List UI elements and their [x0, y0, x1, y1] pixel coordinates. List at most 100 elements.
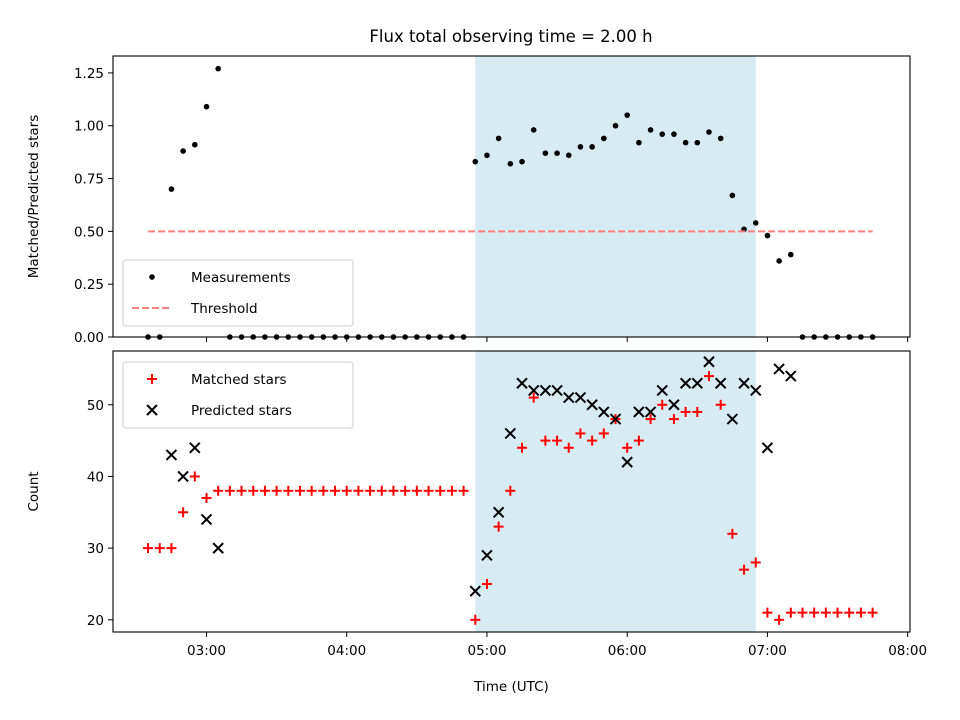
data-point: [215, 65, 221, 72]
data-point: [773, 363, 785, 375]
data-point: [341, 485, 352, 496]
data-point: [551, 384, 563, 397]
data-point: [609, 413, 622, 425]
data-point: [552, 435, 563, 446]
legend-box: [122, 361, 354, 429]
data-point: [668, 414, 679, 425]
data-point: [200, 513, 213, 526]
data-point: [633, 406, 645, 418]
legend-swatch: [149, 274, 155, 280]
data-point: [715, 399, 726, 410]
data-point: [621, 456, 633, 468]
data-point: [530, 127, 537, 133]
data-point: [586, 399, 598, 411]
data-point: [527, 384, 540, 397]
data-point: [528, 392, 539, 403]
data-point: [189, 442, 201, 454]
data-point: [376, 485, 387, 496]
y-tick-label: 0.25: [74, 277, 104, 293]
data-point: [598, 406, 610, 418]
data-point: [844, 607, 855, 618]
data-point: [259, 485, 270, 496]
data-point: [353, 485, 364, 496]
x-tick-label: 04:00: [327, 643, 366, 659]
y-tick-label: 20: [87, 613, 104, 629]
data-point: [224, 485, 235, 496]
data-point: [540, 435, 551, 446]
data-point: [706, 129, 712, 135]
data-point: [589, 144, 595, 150]
y-tick-label: 50: [87, 398, 104, 414]
data-point: [750, 557, 761, 568]
data-point: [283, 485, 294, 496]
data-point: [739, 564, 750, 575]
y-tick-label: 30: [87, 541, 104, 557]
top-panel: 0.00 0.25 0.50 0.75 1.00 1.25 Matched/Predicte…: [26, 55, 911, 346]
data-point: [481, 549, 493, 562]
legend-label: Matched stars: [191, 372, 287, 388]
data-point: [539, 384, 552, 397]
legend-swatch: [146, 404, 158, 416]
y-tick-label: 1.25: [74, 66, 104, 82]
y-tick-label: 40: [87, 469, 104, 485]
data-point: [668, 399, 680, 411]
bottom-panel: 20 30 40 50 03:00 04:00 05:00 06:00 07:00 08:00 Co…: [26, 350, 927, 695]
data-point: [832, 607, 843, 618]
data-point: [809, 607, 820, 618]
data-point: [189, 471, 200, 482]
x-tick-label: 03:00: [187, 643, 226, 659]
data-point: [495, 135, 502, 142]
data-point: [577, 144, 584, 150]
data-point: [458, 485, 469, 496]
x-tick-label: 07:00: [748, 643, 787, 659]
y-axis-label: Matched/Predicted stars: [26, 115, 42, 278]
data-point: [656, 384, 668, 397]
data-point: [365, 485, 376, 496]
y-axis-label: Count: [26, 471, 42, 511]
data-point: [318, 485, 329, 496]
data-point: [203, 103, 210, 110]
data-point: [714, 377, 727, 389]
data-point: [682, 139, 689, 146]
axes-frame: [112, 350, 911, 633]
data-point: [168, 186, 175, 192]
x-axis-label: Time (UTC): [473, 679, 549, 695]
data-point: [750, 384, 762, 397]
data-point: [192, 141, 198, 148]
data-point: [505, 485, 516, 496]
data-point: [400, 485, 411, 496]
data-point: [236, 485, 247, 496]
data-point: [774, 614, 785, 625]
observing-window-band: [475, 56, 756, 337]
data-point: [154, 543, 165, 554]
y-tick-label: 0.00: [74, 330, 104, 346]
data-point: [633, 435, 644, 446]
data-point: [703, 356, 715, 368]
data-point: [469, 585, 481, 597]
data-point: [575, 428, 586, 439]
data-point: [271, 485, 282, 496]
data-point: [435, 485, 446, 496]
data-point: [507, 160, 514, 167]
data-point: [692, 406, 703, 417]
data-point: [680, 406, 691, 417]
data-point: [679, 377, 692, 389]
data-point: [294, 485, 305, 496]
data-point: [785, 370, 797, 382]
data-point: [752, 220, 759, 226]
data-point: [504, 427, 517, 440]
data-point: [470, 614, 481, 625]
observing-window-band: [475, 351, 756, 632]
legend: Matched stars Predicted stars: [122, 361, 354, 429]
data-point: [563, 442, 574, 453]
legend-label: Measurements: [191, 270, 291, 286]
data-point: [727, 528, 738, 539]
data-point: [306, 485, 317, 496]
data-point: [411, 485, 422, 496]
data-point: [738, 377, 750, 389]
chart-title: Flux total observing time = 2.00 h: [369, 27, 652, 46]
series-measurements: [145, 65, 876, 340]
data-point: [785, 607, 796, 618]
data-point: [644, 406, 657, 418]
legend: Measurements Threshold: [122, 259, 354, 327]
